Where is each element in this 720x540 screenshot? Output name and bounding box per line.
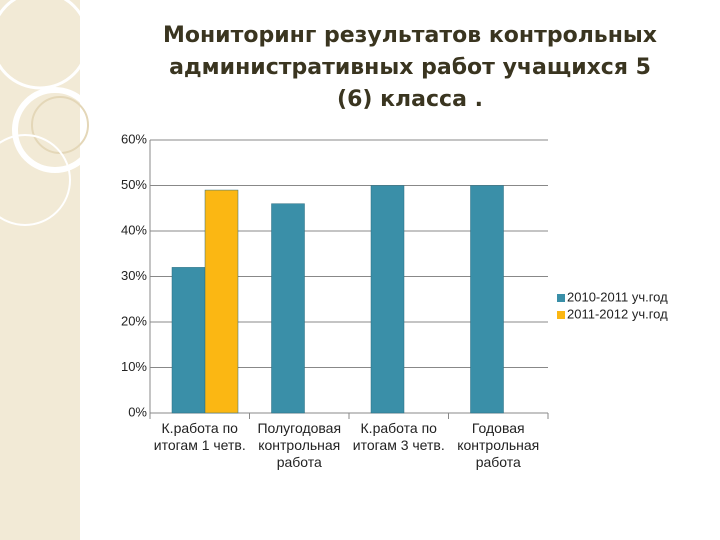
x-tick-label: К.работа по итогам 3 четв. — [352, 420, 445, 453]
decor-circle — [0, 0, 90, 90]
y-tick-label: 60% — [121, 131, 147, 146]
decor-circle — [12, 87, 98, 173]
bar — [370, 185, 405, 414]
chart-title: Мониторинг результатов контрольных админ… — [162, 23, 658, 112]
x-tick-label: Полугодовая контрольная работа — [257, 420, 342, 470]
x-tick-label: К.работа по итогам 1 четв. — [153, 420, 246, 453]
legend-label: 2011-2012 уч.год — [567, 306, 668, 321]
y-tick-label: 10% — [121, 359, 147, 374]
legend-label: 2010-2011 уч.год — [567, 289, 668, 304]
legend-swatch — [557, 294, 565, 302]
legend-swatch — [557, 311, 565, 319]
y-tick-label: 20% — [121, 313, 147, 328]
bar — [470, 185, 504, 414]
y-tick-label: 30% — [121, 268, 147, 283]
side-strip — [0, 0, 80, 540]
bar — [271, 203, 305, 414]
bar — [171, 267, 206, 414]
y-tick-label: 0% — [128, 404, 147, 419]
y-tick-label: 40% — [121, 222, 147, 237]
y-tick-label: 50% — [121, 177, 147, 192]
bar — [204, 189, 239, 414]
decor-circle — [0, 134, 71, 226]
x-tick-label: Годовая контрольная работа — [457, 420, 540, 470]
